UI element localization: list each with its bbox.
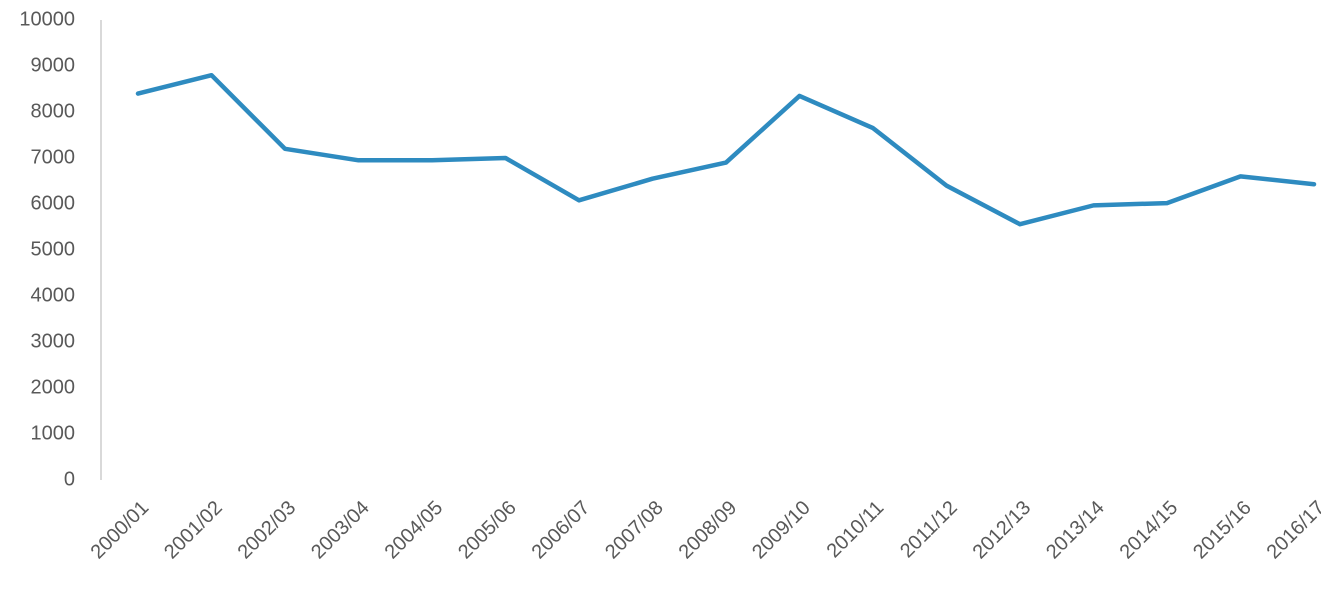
x-tick-label: 2004/05 [381,497,448,564]
y-tick-label: 2000 [31,376,76,398]
y-tick-label: 3000 [31,330,76,352]
x-tick-label: 2007/08 [601,497,668,564]
x-tick-label: 2013/14 [1042,497,1109,564]
x-tick-label: 2011/12 [896,497,962,563]
y-tick-label: 4000 [31,284,76,306]
x-tick-label: 2002/03 [234,497,301,564]
x-tick-label: 2015/16 [1189,497,1256,564]
y-tick-label: 10000 [19,8,75,30]
y-tick-label: 7000 [31,146,76,168]
x-tick-label: 2014/15 [1116,497,1183,564]
x-tick-label: 2003/04 [307,497,374,564]
y-tick-label: 6000 [31,192,76,214]
x-tick-label: 2008/09 [675,497,742,564]
x-tick-label: 2001/02 [160,497,227,564]
x-tick-label: 2005/06 [454,497,521,564]
line-series [135,72,1317,227]
x-tick-label: 2006/07 [528,497,595,564]
y-tick-label: 1000 [31,422,76,444]
x-tick-label: 2012/13 [969,497,1036,564]
x-tick-label: 2016/17 [1263,497,1321,564]
x-tick-label: 2000/01 [87,497,154,564]
y-tick-label: 9000 [31,54,76,76]
x-tick-label: 2009/10 [748,497,815,564]
y-tick-label: 0 [64,468,75,490]
y-tick-label: 8000 [31,100,76,122]
y-tick-label: 5000 [31,238,76,260]
x-tick-label: 2010/11 [823,497,889,563]
